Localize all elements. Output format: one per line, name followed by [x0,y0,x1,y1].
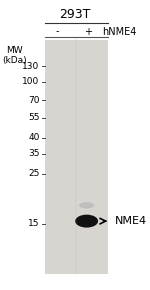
Text: 35: 35 [28,149,40,158]
Text: NME4: NME4 [115,216,147,226]
Ellipse shape [79,202,94,209]
Text: -: - [56,27,59,37]
Ellipse shape [75,215,98,228]
Text: hNME4: hNME4 [103,27,137,37]
Text: +: + [84,27,92,37]
Text: 25: 25 [28,169,40,178]
Text: 130: 130 [22,61,40,70]
Text: 100: 100 [22,77,40,86]
Text: 40: 40 [28,133,40,142]
FancyBboxPatch shape [45,40,108,274]
Text: 15: 15 [28,220,40,229]
Text: MW
(kDa): MW (kDa) [2,46,26,65]
Text: 55: 55 [28,113,40,122]
Text: 70: 70 [28,96,40,105]
Text: 293T: 293T [60,8,91,21]
